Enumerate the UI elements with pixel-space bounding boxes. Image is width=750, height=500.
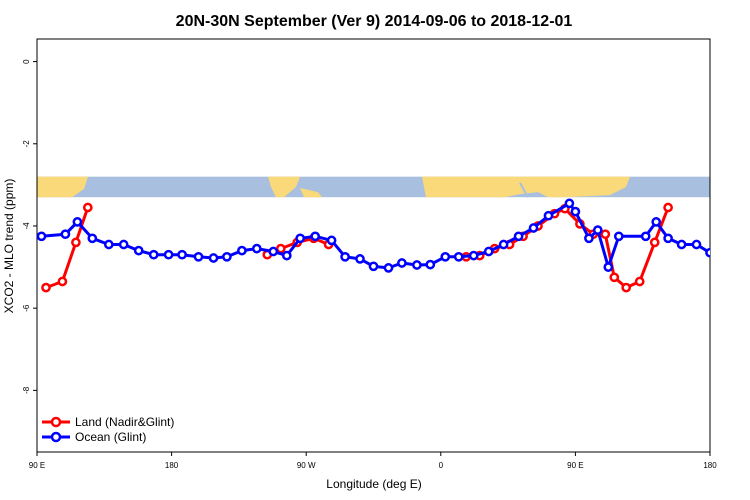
series-ocean-point (355, 254, 365, 264)
series-ocean-point (676, 239, 687, 250)
series-ocean-point (368, 261, 379, 272)
map-water-gulf (519, 182, 529, 198)
series-ocean-point (592, 225, 603, 235)
series-ocean-point (72, 217, 83, 227)
map-strip (37, 176, 710, 198)
series-ocean-point (87, 233, 98, 244)
series-ocean-point (603, 262, 614, 272)
series-land-point (621, 282, 632, 293)
x-tick-label: 180 (165, 461, 179, 470)
series-ocean-point (326, 235, 337, 246)
x-axis-label: Longitude (deg E) (326, 477, 421, 491)
series-ocean-point (295, 233, 306, 244)
legend-ocean-label: Ocean (Glint) (75, 430, 146, 444)
series-ocean-point (453, 251, 464, 262)
series-ocean-point (60, 229, 71, 240)
series-ocean-point (613, 231, 624, 242)
series-ocean (37, 198, 742, 273)
series-ocean-point (543, 210, 554, 221)
series-ocean-point (425, 259, 436, 270)
series-ocean-point (177, 249, 187, 260)
series-ocean-point (564, 198, 575, 209)
series-land-point (57, 276, 68, 287)
series-ocean-point (584, 233, 594, 244)
map-land-1 (268, 176, 300, 198)
y-axis-label: XCO2 - MLO trend (ppm) (2, 179, 16, 314)
series-ocean-point (498, 239, 509, 250)
x-tick-label: 90 E (567, 461, 583, 470)
series-ocean-point (651, 217, 662, 227)
series-ocean-point (118, 239, 129, 250)
series-ocean-point (483, 246, 494, 257)
series-land-point (41, 282, 51, 293)
x-tick-label: 90 W (297, 461, 316, 470)
series-land-point (649, 237, 660, 248)
series-ocean-point (528, 223, 539, 233)
series-ocean-point (397, 258, 407, 268)
legend-ocean-marker (50, 431, 62, 443)
y-tick-label: -8 (22, 386, 31, 394)
legend: Land (Nadir&Glint) Ocean (Glint) (42, 415, 174, 444)
series-ocean-point (193, 251, 204, 262)
series-ocean-point (721, 252, 728, 259)
series-ocean-point (163, 249, 174, 260)
series-ocean-point (37, 231, 47, 242)
series-ocean-point (103, 239, 114, 250)
series-land-point (600, 229, 611, 240)
series-ocean-point (640, 231, 651, 242)
map-land-3 (422, 176, 630, 198)
series-ocean-point (735, 251, 742, 258)
series-land-point (71, 237, 81, 248)
y-axis: 0 -2 -4 -6 -8 (22, 59, 37, 394)
legend-land-marker (50, 416, 62, 428)
series-ocean-point (310, 231, 321, 242)
plot-frame (36, 38, 711, 453)
x-tick-label: 180 (703, 461, 717, 470)
series-layer (37, 198, 742, 293)
series-land-point (663, 202, 673, 213)
series-ocean-point (440, 251, 451, 262)
chart-title: 20N-30N September (Ver 9) 2014-09-06 to … (176, 13, 573, 30)
series-ocean-point (513, 231, 524, 242)
x-tick-label: 90 E (29, 461, 45, 470)
series-ocean-point (222, 251, 232, 262)
x-tick-label: 0 (439, 461, 444, 470)
series-ocean-point (468, 250, 479, 261)
y-tick-label: -2 (22, 140, 31, 148)
series-ocean-point (237, 245, 247, 256)
series-land-point (609, 272, 620, 283)
y-tick-label: -4 (22, 222, 31, 230)
series-land-point (634, 276, 645, 287)
series-ocean-point (340, 251, 350, 262)
series-land-point (275, 243, 286, 254)
series-ocean-point (208, 253, 219, 263)
series-ocean-point (663, 233, 673, 244)
series-ocean-point (383, 263, 394, 273)
series-ocean-line-0 (41, 201, 710, 270)
series-ocean-point (281, 250, 292, 261)
series-ocean-point (412, 260, 422, 270)
series-ocean-point (251, 243, 262, 254)
map-land-0 (37, 176, 88, 198)
y-tick-label: -6 (22, 304, 31, 312)
map-land-2 (300, 187, 322, 198)
legend-land-label: Land (Nadir&Glint) (75, 415, 174, 429)
y-tick-label: 0 (22, 59, 31, 64)
series-ocean-point (705, 247, 710, 258)
series-land-point (82, 202, 93, 213)
series-ocean-point (133, 245, 144, 256)
x-axis: 90 E 180 90 W 0 90 E 180 (29, 452, 717, 470)
series-ocean-point (148, 249, 159, 260)
series-ocean-point (268, 246, 279, 257)
series-ocean-point (691, 239, 702, 250)
series-ocean-point (570, 206, 581, 217)
